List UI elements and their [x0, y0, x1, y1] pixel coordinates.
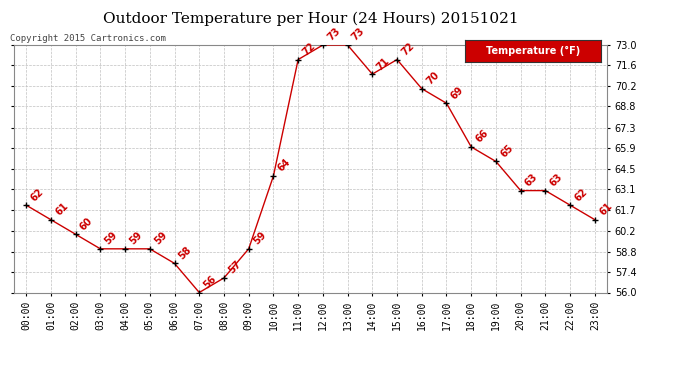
Text: 65: 65: [498, 142, 515, 159]
Text: 58: 58: [177, 244, 194, 261]
Text: Copyright 2015 Cartronics.com: Copyright 2015 Cartronics.com: [10, 34, 166, 43]
Text: 72: 72: [400, 41, 416, 57]
Text: 63: 63: [523, 172, 540, 188]
Text: 62: 62: [29, 186, 46, 203]
Text: 73: 73: [350, 26, 366, 43]
Text: 59: 59: [152, 230, 169, 247]
Text: 59: 59: [251, 230, 268, 247]
Text: 64: 64: [276, 157, 293, 174]
Text: 72: 72: [301, 41, 317, 57]
Text: 70: 70: [424, 70, 441, 87]
Text: 71: 71: [375, 56, 391, 72]
Text: 61: 61: [53, 201, 70, 217]
Text: 60: 60: [78, 216, 95, 232]
Text: 59: 59: [128, 230, 144, 247]
Text: 57: 57: [226, 259, 243, 276]
Text: 69: 69: [449, 84, 466, 101]
Text: 63: 63: [548, 172, 564, 188]
Text: 73: 73: [326, 26, 342, 43]
Text: 61: 61: [598, 201, 614, 217]
Text: Outdoor Temperature per Hour (24 Hours) 20151021: Outdoor Temperature per Hour (24 Hours) …: [103, 11, 518, 26]
Text: 56: 56: [201, 274, 218, 290]
Text: 62: 62: [573, 186, 589, 203]
Text: 59: 59: [103, 230, 119, 247]
Text: 66: 66: [474, 128, 491, 145]
